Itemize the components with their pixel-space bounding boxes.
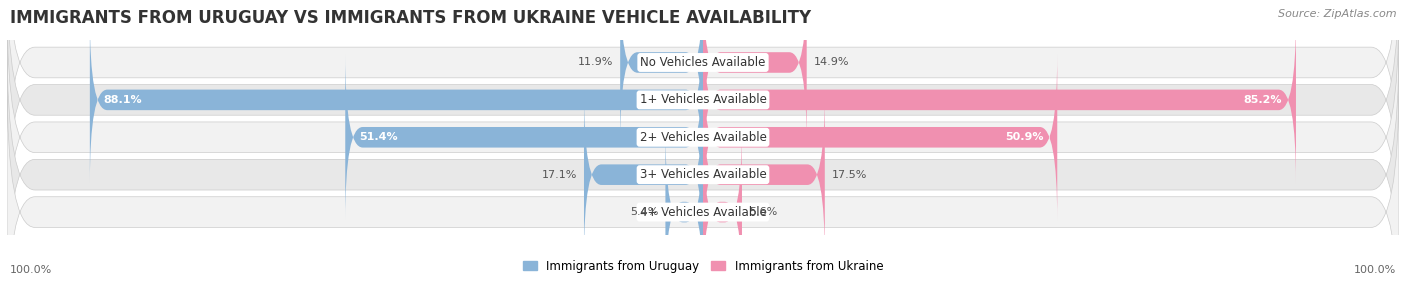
Text: 11.9%: 11.9% <box>578 57 613 67</box>
FancyBboxPatch shape <box>7 3 1399 271</box>
Text: 85.2%: 85.2% <box>1243 95 1282 105</box>
FancyBboxPatch shape <box>620 0 703 146</box>
FancyBboxPatch shape <box>703 0 807 146</box>
Text: No Vehicles Available: No Vehicles Available <box>640 56 766 69</box>
Text: 1+ Vehicles Available: 1+ Vehicles Available <box>640 94 766 106</box>
Text: 100.0%: 100.0% <box>1354 265 1396 275</box>
Text: 88.1%: 88.1% <box>104 95 142 105</box>
FancyBboxPatch shape <box>665 129 703 286</box>
FancyBboxPatch shape <box>7 0 1399 197</box>
Text: 5.4%: 5.4% <box>630 207 658 217</box>
FancyBboxPatch shape <box>7 0 1399 234</box>
Text: 14.9%: 14.9% <box>814 57 849 67</box>
Text: 17.5%: 17.5% <box>832 170 868 180</box>
FancyBboxPatch shape <box>7 40 1399 286</box>
FancyBboxPatch shape <box>346 54 703 221</box>
Text: Source: ZipAtlas.com: Source: ZipAtlas.com <box>1278 9 1396 19</box>
FancyBboxPatch shape <box>703 54 1057 221</box>
FancyBboxPatch shape <box>703 17 1296 183</box>
Text: 5.6%: 5.6% <box>749 207 778 217</box>
Text: 17.1%: 17.1% <box>541 170 576 180</box>
Text: 51.4%: 51.4% <box>359 132 398 142</box>
Text: 4+ Vehicles Available: 4+ Vehicles Available <box>640 206 766 219</box>
FancyBboxPatch shape <box>703 92 825 258</box>
FancyBboxPatch shape <box>583 92 703 258</box>
Legend: Immigrants from Uruguay, Immigrants from Ukraine: Immigrants from Uruguay, Immigrants from… <box>517 255 889 277</box>
FancyBboxPatch shape <box>703 129 742 286</box>
Text: 100.0%: 100.0% <box>10 265 52 275</box>
Text: 50.9%: 50.9% <box>1005 132 1043 142</box>
FancyBboxPatch shape <box>7 78 1399 286</box>
Text: 2+ Vehicles Available: 2+ Vehicles Available <box>640 131 766 144</box>
FancyBboxPatch shape <box>90 17 703 183</box>
Text: IMMIGRANTS FROM URUGUAY VS IMMIGRANTS FROM UKRAINE VEHICLE AVAILABILITY: IMMIGRANTS FROM URUGUAY VS IMMIGRANTS FR… <box>10 9 811 27</box>
Text: 3+ Vehicles Available: 3+ Vehicles Available <box>640 168 766 181</box>
